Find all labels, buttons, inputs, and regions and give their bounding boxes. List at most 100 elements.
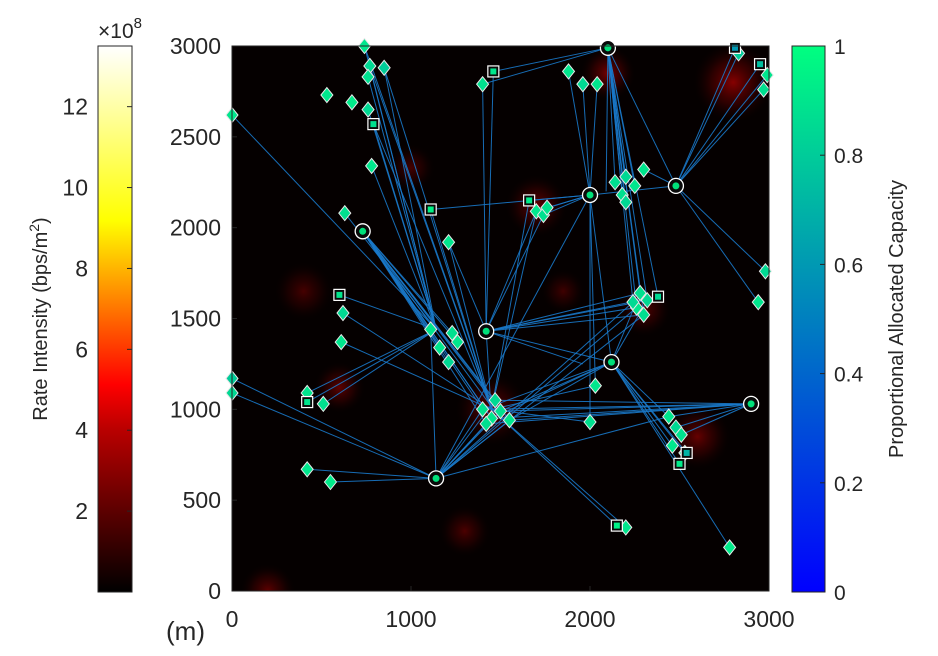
rate-tick-label: 2	[75, 498, 88, 524]
connection-line	[491, 408, 591, 423]
rate-colorbar-multiplier: ×108	[98, 15, 142, 43]
user-marker	[722, 539, 737, 556]
connection-line	[306, 328, 437, 394]
connection-line	[486, 403, 752, 425]
base-station-core	[672, 182, 680, 190]
user-marker	[450, 333, 465, 351]
y-tick-label: 3000	[170, 33, 221, 59]
connection-line	[232, 114, 437, 330]
user-marker	[336, 304, 350, 322]
connection-line	[232, 392, 437, 479]
x-tick-label: 3000	[743, 606, 794, 632]
rate-tick-label: 4	[75, 417, 88, 443]
connection-line	[611, 361, 731, 548]
user-marker	[751, 293, 765, 311]
axis-unit-label: (m)	[166, 616, 205, 646]
rate-colorbar-ticks: 2 4 6 8 10 12	[62, 94, 132, 524]
capacity-tick-label: 0.4	[834, 364, 864, 387]
relay-marker-fill	[613, 522, 620, 529]
user-marker	[320, 86, 334, 104]
connection-line	[681, 403, 752, 436]
connection-line	[491, 403, 752, 419]
heat-spot	[240, 564, 295, 591]
connection-line	[491, 408, 627, 528]
connection-line	[607, 47, 659, 297]
user-marker	[441, 353, 456, 371]
connection-line	[675, 185, 766, 272]
capacity-tick-label: 0.6	[834, 254, 863, 277]
relay-marker-fill	[526, 197, 533, 204]
user-marker	[502, 411, 517, 429]
connection-line	[491, 408, 618, 526]
user-marker	[619, 168, 633, 186]
y-tick-label: 2000	[170, 215, 221, 241]
y-axis-ticks: 0 500 1000 1500 2000 2500 3000	[170, 33, 237, 604]
connection-line	[675, 185, 759, 303]
rate-tick-label: 12	[62, 94, 88, 120]
user-marker	[364, 157, 379, 175]
connection-line	[607, 47, 677, 187]
user-marker	[626, 293, 640, 311]
heat-spot	[541, 269, 585, 313]
relay-marker-fill	[683, 449, 690, 456]
base-station-core	[482, 327, 490, 335]
connection-line	[486, 307, 637, 332]
user-marker	[345, 94, 359, 111]
heat-spot	[387, 144, 435, 191]
connection-line	[495, 399, 752, 405]
connection-line	[568, 71, 591, 196]
user-marker	[361, 68, 375, 86]
connection-line	[486, 314, 644, 332]
user-marker	[316, 395, 330, 413]
user-marker	[361, 101, 375, 118]
base-station-core	[432, 474, 440, 482]
base-station-core	[604, 44, 612, 52]
heat-layer	[240, 46, 769, 591]
rate-tick-label: 8	[75, 255, 88, 281]
connection-line	[448, 242, 493, 410]
user-marker	[540, 199, 554, 216]
connection-line	[543, 194, 591, 216]
connection-line	[430, 209, 493, 410]
relay-marker-fill	[655, 293, 662, 300]
connection-line	[362, 231, 450, 363]
connection-line	[435, 301, 634, 479]
connection-line	[369, 65, 493, 410]
user-marker	[576, 75, 590, 93]
connection-line	[342, 312, 492, 410]
user-marker	[633, 284, 647, 302]
user-marker	[334, 333, 348, 351]
base-station-core	[359, 227, 367, 235]
relay-marker-fill	[304, 399, 311, 406]
connection-line	[340, 341, 492, 410]
connection-line	[491, 361, 612, 419]
capacity-tick-label: 0.8	[834, 145, 863, 168]
connection-line	[435, 194, 591, 479]
user-marker	[583, 413, 597, 431]
rate-tick-label: 10	[62, 175, 88, 201]
connection-line	[435, 416, 669, 479]
capacity-tick-label: 1	[834, 36, 846, 59]
connection-line	[435, 314, 645, 479]
user-marker	[662, 408, 676, 425]
connection-line	[675, 74, 768, 187]
connection-line	[367, 109, 437, 330]
connection-line	[232, 378, 437, 479]
connection-line	[589, 194, 612, 363]
user-marker	[590, 75, 604, 93]
x-tick-label: 0	[226, 606, 239, 632]
connection-line	[383, 67, 437, 330]
capacity-tick-label: 0.2	[834, 473, 863, 496]
connection-line	[675, 403, 752, 428]
connection-line	[486, 292, 641, 332]
base-station-core	[607, 358, 615, 366]
user-marker	[432, 339, 447, 356]
rate-colorbar: 2 4 6 8 10 12 ×108 Rate Intensity (bps/m2)	[26, 15, 142, 593]
plot-background	[232, 46, 769, 591]
relay-marker-fill	[370, 121, 377, 128]
connection-line	[485, 211, 537, 332]
connection-line	[306, 328, 437, 403]
connection-line	[330, 477, 437, 483]
connection-line	[448, 242, 487, 332]
y-tick-label: 2500	[170, 124, 221, 150]
